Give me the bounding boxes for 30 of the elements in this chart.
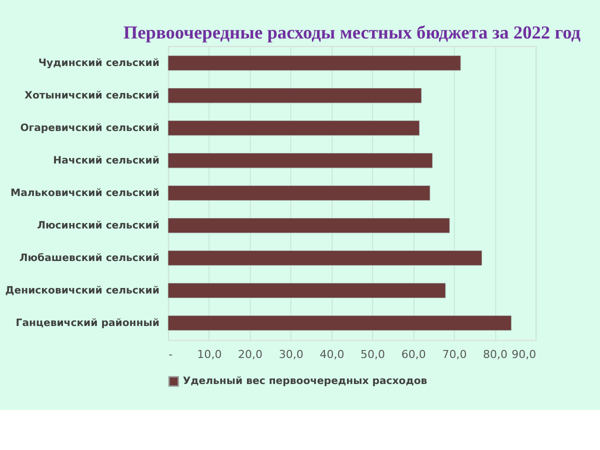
bar — [168, 88, 422, 104]
x-tick-label: 40,0 — [320, 348, 344, 361]
legend-label: Удельный вес первоочередных расходов — [182, 376, 428, 388]
x-tick-label: - — [168, 348, 173, 361]
bar — [168, 153, 433, 168]
x-tick-label: 90,0 — [512, 348, 536, 361]
x-tick-label: 10,0 — [197, 348, 222, 361]
y-tick-label: Мальковичский сельский — [10, 188, 160, 199]
x-tick-label: 20,0 — [238, 348, 263, 361]
bar — [168, 218, 450, 234]
x-tick-label: 30,0 — [278, 348, 304, 361]
bar — [168, 282, 446, 298]
bar — [168, 120, 420, 136]
x-tick-label: 60,0 — [401, 348, 426, 361]
x-tick-label: 70,0 — [442, 348, 467, 361]
bar — [168, 250, 482, 266]
y-tick-label: Ганцевичский районный — [16, 318, 160, 329]
chart-title: Первоочередные расходы местных бюджета за 2022 год — [123, 22, 582, 43]
bar — [168, 315, 512, 331]
y-tick-label: Начский сельский — [53, 155, 160, 166]
x-tick-label: 80,0 — [483, 348, 508, 361]
bar — [168, 186, 430, 201]
y-tick-label: Денисковичский сельский — [5, 285, 160, 296]
x-tick-label: 50,0 — [360, 348, 386, 361]
y-tick-label: Люсинский сельский — [37, 220, 160, 232]
y-tick-label: Хотыничский сельский — [24, 90, 160, 102]
y-tick-label: Огаревичский сельский — [20, 122, 160, 134]
bar — [168, 56, 461, 71]
y-tick-label: Чудинский сельский — [38, 58, 160, 69]
y-tick-label: Любашевский сельский — [19, 252, 160, 264]
